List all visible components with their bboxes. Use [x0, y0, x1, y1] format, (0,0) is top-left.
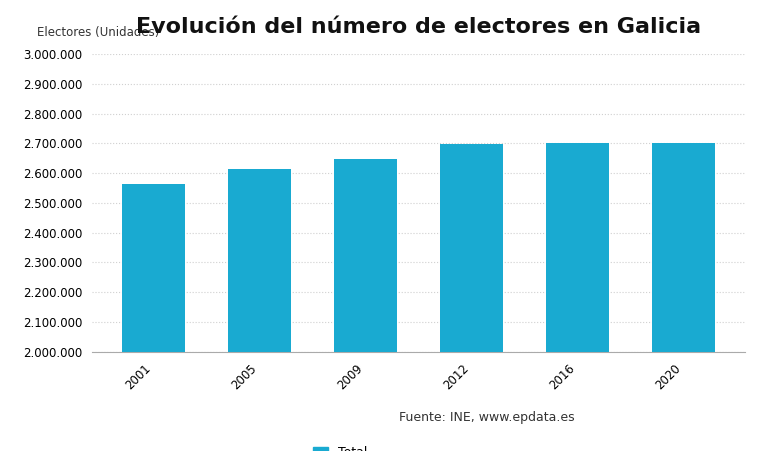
- Text: Fuente: INE, www.epdata.es: Fuente: INE, www.epdata.es: [399, 411, 575, 423]
- Text: Electores (Unidades): Electores (Unidades): [37, 26, 159, 39]
- Bar: [228, 169, 291, 451]
- Title: Evolución del número de electores en Galicia: Evolución del número de electores en Gal…: [136, 17, 701, 37]
- Bar: [334, 158, 397, 451]
- Bar: [546, 143, 609, 451]
- Bar: [652, 143, 715, 451]
- Legend: Total: Total: [308, 442, 372, 451]
- Bar: [122, 184, 185, 451]
- Bar: [440, 144, 503, 451]
